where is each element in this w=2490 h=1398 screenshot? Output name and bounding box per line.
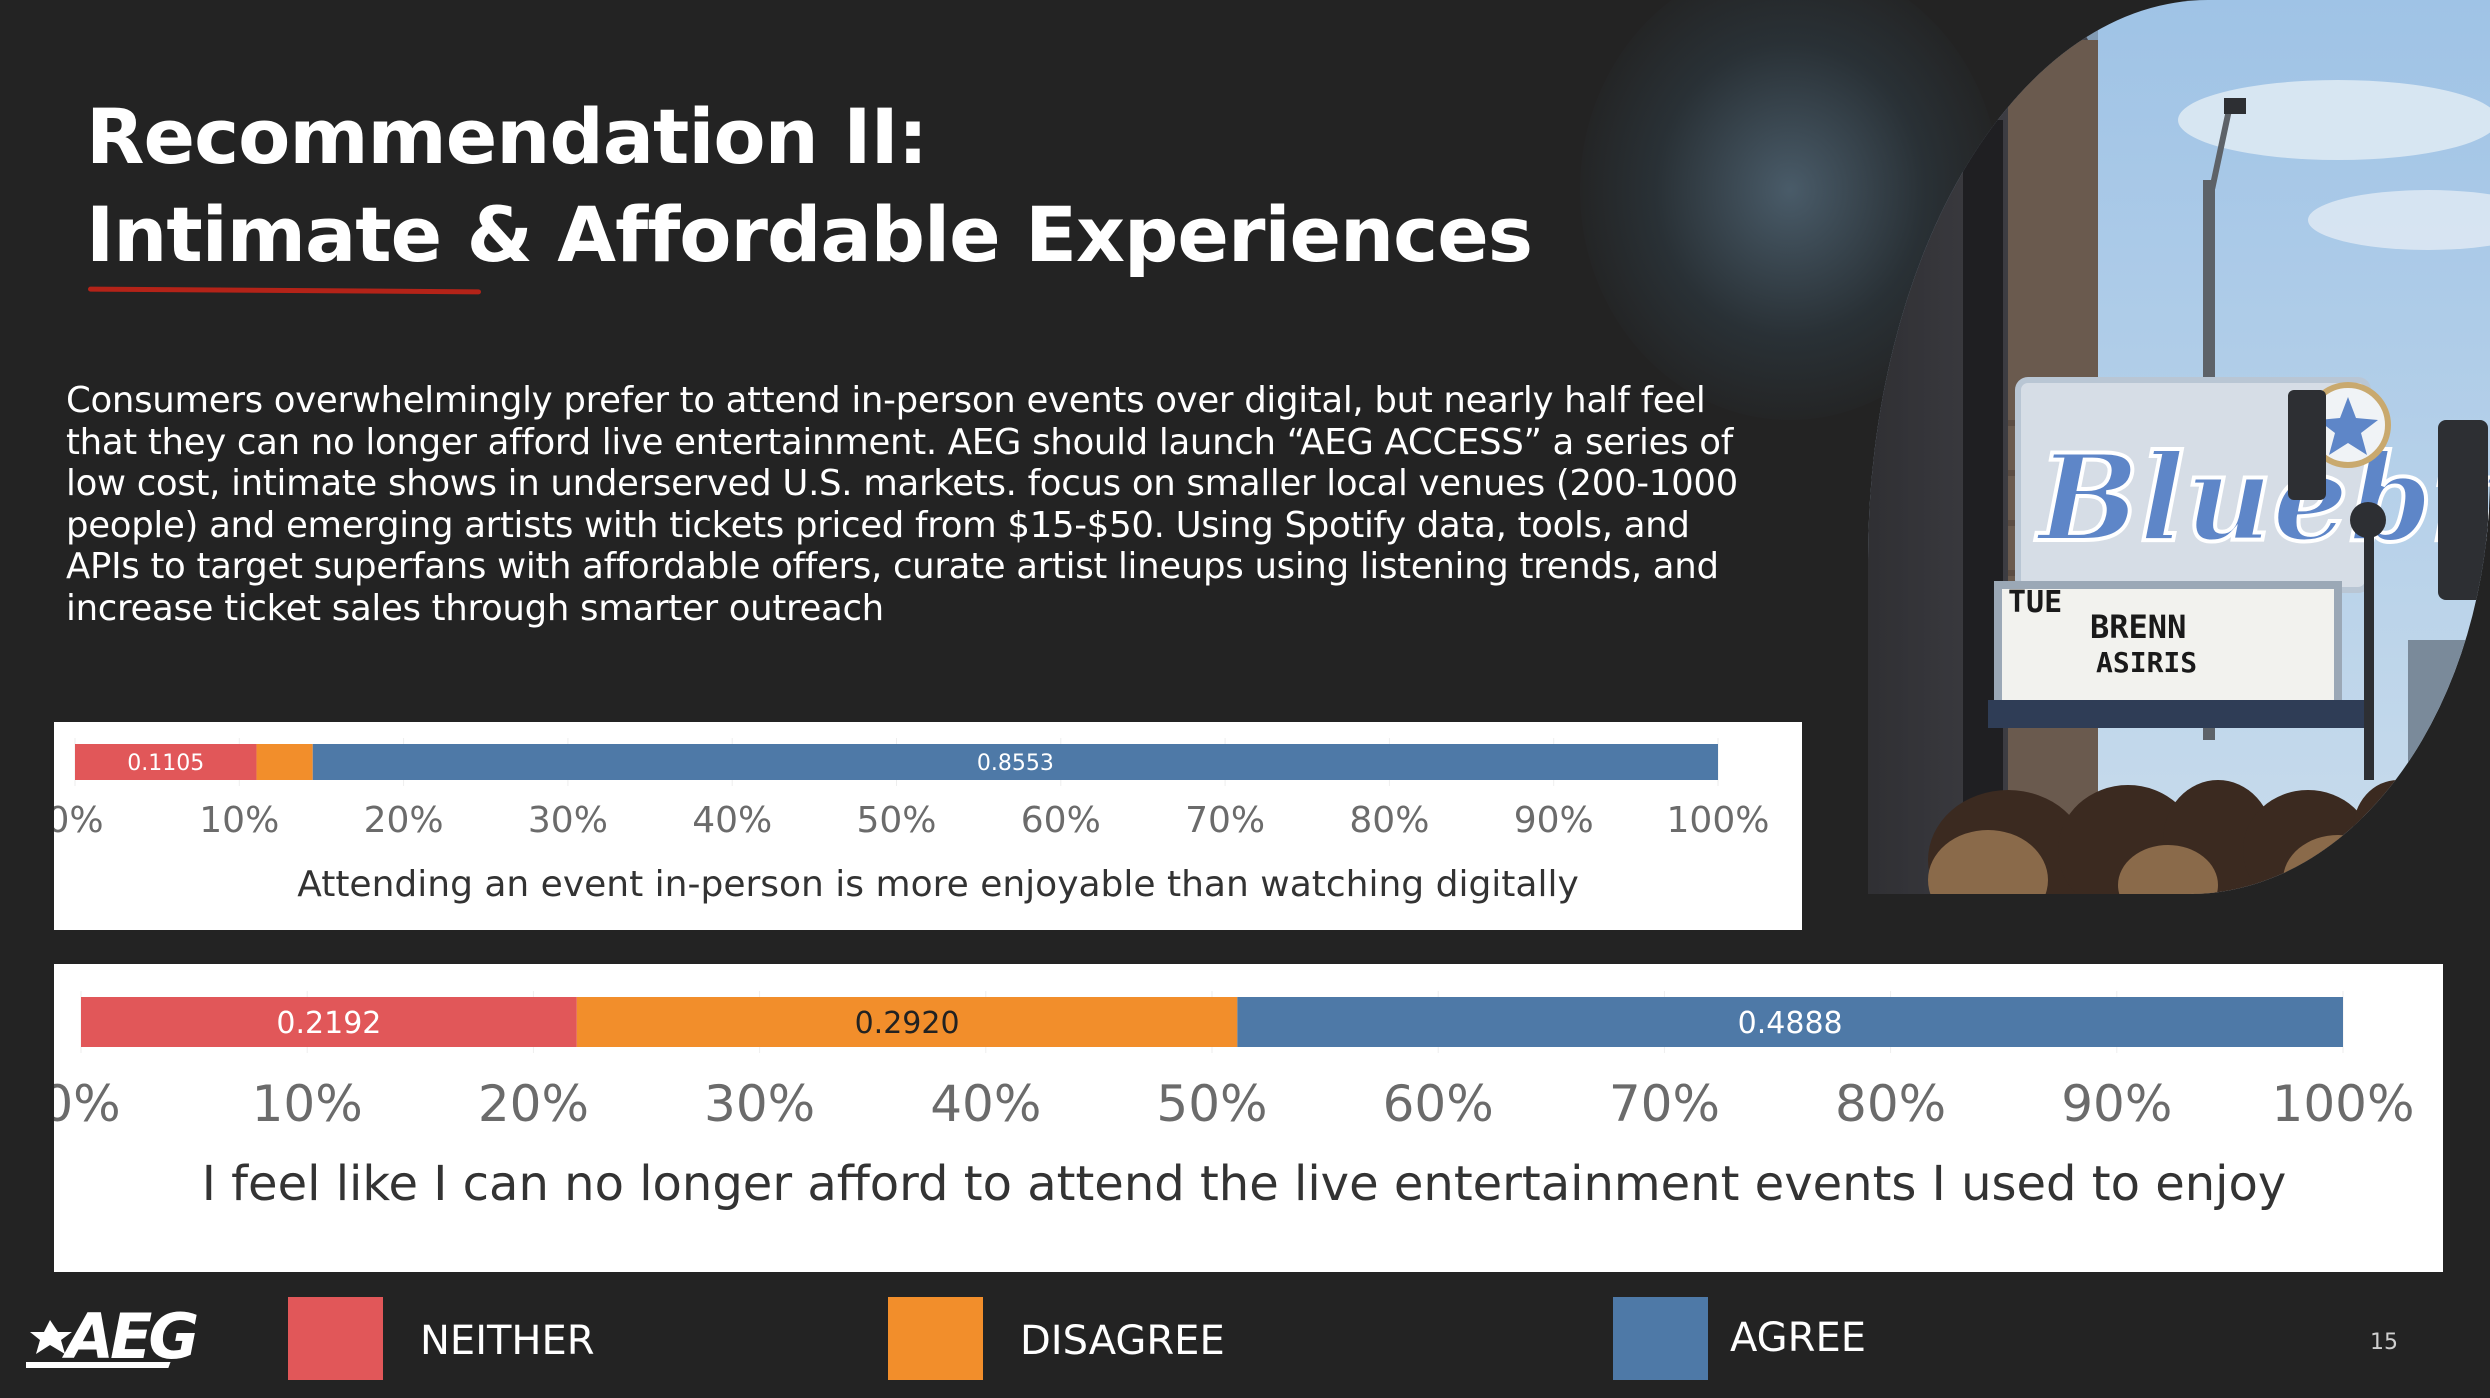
title-line-1: Recommendation II: (86, 92, 928, 181)
marquee-line-1: BRENN (2090, 608, 2186, 646)
bar-value-label: 0.8553 (977, 751, 1054, 776)
bar-agree (312, 744, 1719, 780)
axis-tick-label: 0% (54, 1075, 121, 1133)
bar-disagree (576, 997, 1238, 1047)
axis-tick-label: 10% (199, 800, 279, 841)
marquee-line-2: ASIRIS (2096, 646, 2197, 679)
axis-tick-label: 70% (1609, 1075, 1720, 1133)
axis-tick-label: 70% (1185, 800, 1265, 841)
bar-value-label: 0.4888 (1738, 1006, 1843, 1041)
axis-tick-label: 40% (692, 800, 772, 841)
axis-title: I feel like I can no longer afford to at… (202, 1156, 2287, 1212)
axis-tick-label: 20% (364, 800, 444, 841)
axis-tick-label: 10% (252, 1075, 363, 1133)
axis-tick-label: 80% (1349, 800, 1429, 841)
axis-tick-label: 80% (1835, 1075, 1946, 1133)
axis-tick-label: 60% (1021, 800, 1101, 841)
aeg-logo-drawing: AEG (18, 1300, 201, 1373)
legend-swatch-agree (1613, 1297, 1708, 1380)
venue-photo: Bluebird TUE BRENN ASIRIS (1868, 0, 2490, 894)
legend-label-disagree: DISAGREE (1020, 1318, 1225, 1364)
axis-tick-label: 20% (478, 1075, 589, 1133)
axis-tick-label: 50% (856, 800, 936, 841)
title-underline (87, 286, 482, 295)
sign-text: Bluebird (2035, 428, 2490, 569)
axis-tick-label: 30% (704, 1075, 815, 1133)
axis-tick-label: 90% (1514, 800, 1594, 841)
bar-neither (81, 997, 577, 1047)
body-paragraph: Consumers overwhelmingly prefer to atten… (66, 380, 1738, 629)
legend-swatch-neither (288, 1297, 383, 1380)
bar-value-label: 0.2192 (276, 1006, 381, 1041)
axis-tick-label: 30% (528, 800, 608, 841)
slide-title: Recommendation II: Intimate & Affordable… (86, 88, 1533, 284)
bar-agree (1237, 997, 2343, 1047)
axis-tick-label: 100% (1667, 800, 1770, 841)
chart-panel-1: 0.1105 0.8553 0% 10% 20% 30% 40% 50% 60% 70% 80% 90… (54, 722, 1802, 930)
chart-2: 0.2192 0.2920 0.4888 0% 10% 20% 30% 40% 50% 60% 70… (54, 991, 2415, 1212)
bar-neither (75, 744, 257, 780)
title-line-2: Intimate & Affordable Experiences (86, 190, 1533, 279)
chart-1: 0.1105 0.8553 0% 10% 20% 30% 40% 50% 60% 70% 80% 90… (54, 738, 1770, 905)
bar-disagree (256, 744, 313, 780)
logo-text: AEG (61, 1300, 197, 1373)
legend-label-neither: NEITHER (420, 1318, 595, 1364)
page-number: 15 (2370, 1330, 2398, 1355)
axis-tick-label: 90% (2061, 1075, 2172, 1133)
legend-label-agree: AGREE (1730, 1315, 1866, 1361)
axis-tick-label: 60% (1383, 1075, 1494, 1133)
chart-panel-2: 0.2192 0.2920 0.4888 0% 10% 20% 30% 40% 50% 60% 70… (54, 964, 2443, 1272)
legend-swatch-disagree (888, 1297, 983, 1380)
axis-title: Attending an event in-person is more enj… (297, 864, 1579, 905)
venue-photo-drawing: Bluebird TUE BRENN ASIRIS (1868, 0, 2490, 894)
axis-tick-label: 0% (54, 800, 104, 841)
bar-value-label: 0.2920 (855, 1006, 960, 1041)
axis-tick-label: 100% (2272, 1075, 2415, 1133)
axis-tick-label: 50% (1156, 1075, 1267, 1133)
axis-tick-label: 40% (930, 1075, 1041, 1133)
aeg-logo: AEG (18, 1292, 206, 1382)
marquee-day: TUE (2008, 585, 2062, 620)
bar-value-label: 0.1105 (127, 751, 204, 776)
